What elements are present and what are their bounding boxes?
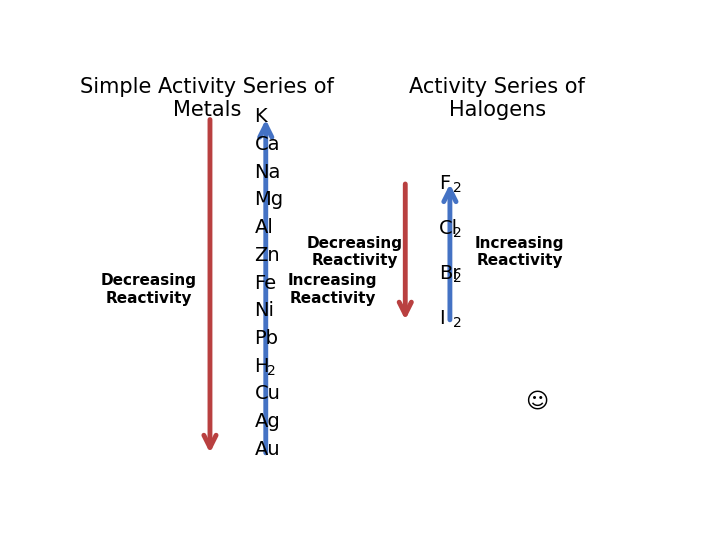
Text: F: F bbox=[438, 174, 450, 193]
Text: Decreasing
Reactivity: Decreasing Reactivity bbox=[307, 235, 403, 268]
Text: 2: 2 bbox=[267, 364, 276, 378]
Text: Decreasing
Reactivity: Decreasing Reactivity bbox=[101, 273, 197, 306]
Text: 2: 2 bbox=[453, 272, 462, 285]
Text: Au: Au bbox=[255, 440, 280, 459]
Text: Pb: Pb bbox=[255, 329, 279, 348]
Text: Br: Br bbox=[438, 264, 460, 283]
Text: Activity Series of
Halogens: Activity Series of Halogens bbox=[410, 77, 585, 120]
Text: Ni: Ni bbox=[255, 301, 274, 320]
Text: Mg: Mg bbox=[255, 191, 284, 210]
Text: Increasing
Reactivity: Increasing Reactivity bbox=[475, 235, 564, 268]
Text: 2: 2 bbox=[453, 181, 462, 195]
Text: ☺: ☺ bbox=[525, 392, 548, 411]
Text: Increasing
Reactivity: Increasing Reactivity bbox=[288, 273, 377, 306]
Text: 2: 2 bbox=[453, 316, 462, 330]
Text: Ca: Ca bbox=[255, 135, 280, 154]
Text: Simple Activity Series of
Metals: Simple Activity Series of Metals bbox=[80, 77, 334, 120]
Text: Cu: Cu bbox=[255, 384, 281, 403]
Text: Fe: Fe bbox=[255, 274, 276, 293]
Text: 2: 2 bbox=[453, 226, 462, 240]
Text: H: H bbox=[255, 357, 269, 376]
Text: Cl: Cl bbox=[438, 219, 458, 238]
Text: Zn: Zn bbox=[255, 246, 280, 265]
Text: Al: Al bbox=[255, 218, 274, 237]
Text: K: K bbox=[255, 107, 267, 126]
Text: Ag: Ag bbox=[255, 412, 280, 431]
Text: I: I bbox=[438, 309, 444, 328]
Text: Na: Na bbox=[255, 163, 281, 182]
